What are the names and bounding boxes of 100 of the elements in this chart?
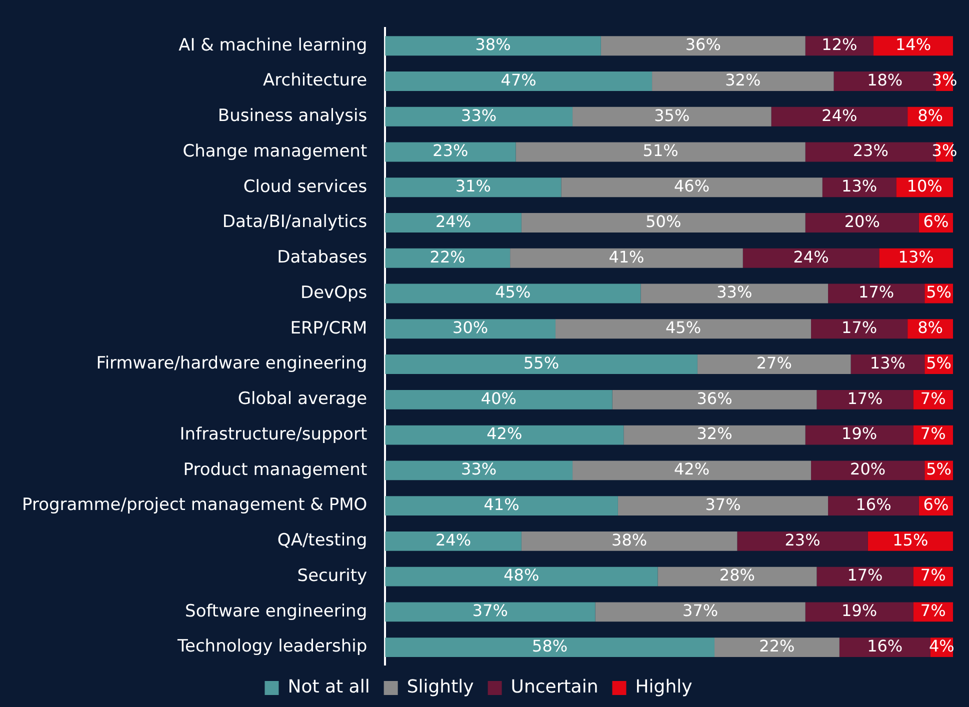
- data-label: 36%: [685, 35, 721, 54]
- bar: [385, 248, 510, 268]
- bar: [839, 638, 930, 658]
- bar: [385, 566, 658, 586]
- bar: [385, 638, 714, 658]
- bar: [612, 390, 817, 410]
- data-label: 10%: [906, 176, 942, 196]
- bar: [811, 319, 908, 339]
- bar: [600, 36, 806, 56]
- data-label: 23%: [852, 141, 888, 160]
- data-label: 46%: [674, 176, 710, 196]
- y-tick-label: Security: [297, 566, 368, 586]
- data-label: 20%: [844, 212, 880, 231]
- bar: [618, 496, 828, 516]
- data-label: 55%: [524, 353, 560, 372]
- bar: [771, 106, 908, 126]
- bar: [561, 178, 822, 198]
- data-label: 12%: [822, 35, 858, 54]
- data-label: 19%: [842, 601, 878, 620]
- bar: [385, 354, 698, 374]
- data-label: 13%: [842, 176, 878, 196]
- y-tick-label: Infrastructure/support: [180, 424, 368, 444]
- bar: [385, 425, 624, 445]
- bar: [510, 248, 743, 268]
- bar: [572, 106, 772, 126]
- data-label: 45%: [665, 318, 702, 338]
- bar: [868, 531, 953, 551]
- bar: [385, 106, 573, 126]
- data-label: 6%: [923, 212, 949, 231]
- legend-label: Not at all: [288, 676, 370, 698]
- data-label: 16%: [856, 494, 892, 514]
- bar: [521, 531, 738, 551]
- data-label: 17%: [847, 388, 883, 408]
- data-label: 22%: [759, 636, 795, 656]
- data-label: 17%: [842, 318, 878, 338]
- bar: [385, 496, 618, 516]
- y-tick-label: Firmware/hardware engineering: [96, 354, 368, 374]
- bar: [385, 531, 522, 551]
- data-label: 8%: [918, 318, 943, 338]
- data-label: 24%: [793, 247, 829, 266]
- data-label: 6%: [923, 494, 949, 514]
- data-label: 17%: [847, 566, 883, 585]
- y-tick-label: ERP/CRM: [290, 318, 368, 338]
- data-label: 24%: [822, 106, 858, 125]
- data-label: 31%: [455, 176, 491, 196]
- y-tick-label: AI & machine learning: [178, 35, 368, 56]
- y-tick-label: Product management: [183, 460, 368, 480]
- data-label: 50%: [646, 212, 682, 231]
- data-label: 58%: [532, 636, 568, 656]
- bar: [697, 354, 851, 374]
- y-tick-label: Databases: [277, 248, 368, 268]
- data-label: 32%: [696, 424, 732, 444]
- data-label: 42%: [486, 424, 522, 444]
- bar: [555, 319, 812, 339]
- bar: [385, 319, 556, 339]
- data-label: 47%: [500, 70, 536, 90]
- data-label: 17%: [858, 282, 894, 302]
- data-label: 7%: [920, 601, 946, 620]
- bar: [828, 496, 919, 516]
- data-label: 33%: [716, 282, 752, 302]
- data-label: 14%: [895, 35, 932, 54]
- data-label: 41%: [484, 494, 520, 514]
- data-label: 35%: [654, 106, 690, 125]
- data-label: 13%: [870, 353, 906, 372]
- bar: [805, 602, 914, 622]
- data-label: 20%: [850, 460, 886, 479]
- data-label: 42%: [674, 460, 710, 479]
- y-tick-label: Software engineering: [185, 601, 368, 622]
- data-label: 18%: [867, 70, 903, 90]
- data-label: 51%: [642, 141, 678, 160]
- data-label: 19%: [842, 424, 878, 444]
- y-tick-label: Technology leadership: [176, 636, 368, 657]
- bar: [652, 72, 834, 91]
- data-label: 41%: [608, 247, 644, 266]
- data-label: 48%: [504, 566, 540, 585]
- data-label: 23%: [432, 141, 468, 160]
- y-tick-label: Architecture: [263, 70, 368, 91]
- bar: [805, 213, 919, 233]
- y-tick-label: Business analysis: [218, 106, 368, 126]
- data-label: 37%: [705, 494, 741, 514]
- data-label: 32%: [725, 70, 761, 90]
- data-label: 24%: [435, 530, 472, 550]
- data-label: 22%: [430, 247, 466, 266]
- y-tick-label: DevOps: [300, 282, 368, 303]
- bar: [385, 36, 601, 56]
- bar: [385, 460, 573, 480]
- bar: [385, 213, 522, 233]
- data-label: 33%: [461, 460, 497, 479]
- bar: [595, 602, 806, 622]
- data-label: 13%: [898, 247, 934, 266]
- data-label: 5%: [926, 353, 952, 372]
- data-label: 8%: [918, 106, 943, 125]
- legend-label: Slightly: [406, 676, 474, 698]
- data-label: 36%: [696, 388, 732, 408]
- data-label: 27%: [756, 353, 792, 372]
- y-tick-label: Cloud services: [243, 176, 368, 197]
- bar: [385, 142, 516, 162]
- bar: [873, 36, 953, 56]
- bar: [811, 460, 925, 480]
- data-label: 33%: [461, 106, 497, 125]
